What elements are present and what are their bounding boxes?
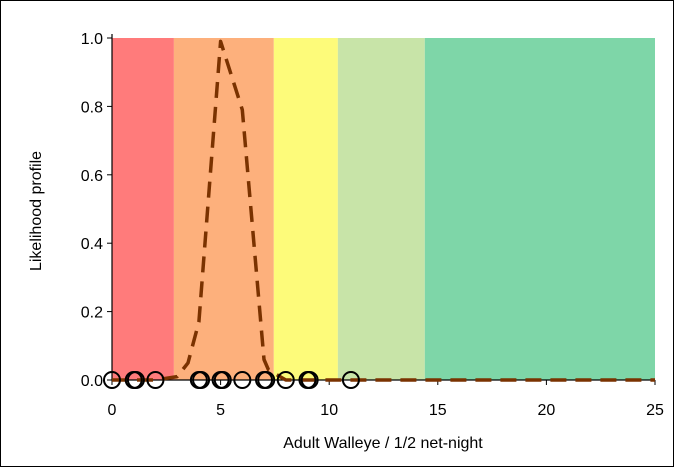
observation-point bbox=[192, 371, 211, 389]
y-axis-title: Likelihood profile bbox=[28, 151, 45, 271]
observation-point bbox=[233, 371, 252, 389]
observation-points bbox=[103, 371, 360, 389]
observation-point bbox=[103, 371, 121, 389]
observation-point bbox=[300, 371, 319, 389]
y-tick-label: 0.2 bbox=[81, 305, 103, 322]
band-2 bbox=[273, 38, 338, 380]
observation-point bbox=[341, 371, 360, 389]
x-tick-label: 15 bbox=[429, 402, 447, 419]
x-tick-label: 0 bbox=[108, 402, 117, 419]
y-tick-label: 1.0 bbox=[81, 31, 103, 48]
x-tick-label: 10 bbox=[320, 402, 338, 419]
x-axis-title: Adult Walleye / 1/2 net-night bbox=[283, 435, 483, 452]
observation-point bbox=[257, 371, 276, 389]
likelihood-line-0 bbox=[112, 39, 655, 382]
management-bands bbox=[112, 38, 655, 380]
y-tick-label: 0.0 bbox=[81, 373, 103, 390]
x-tick-label: 5 bbox=[216, 402, 225, 419]
band-1 bbox=[173, 38, 274, 380]
observation-point bbox=[276, 371, 295, 389]
y-tick-label: 0.4 bbox=[81, 236, 103, 253]
y-tick-label: 0.6 bbox=[81, 168, 103, 185]
x-tick-label: 25 bbox=[646, 402, 664, 419]
band-3 bbox=[337, 38, 425, 380]
tick-labels: 0.0 0.2 0.4 0.6 0.8 1.0 0 5 10 15 20 25 bbox=[81, 31, 664, 419]
band-4 bbox=[424, 38, 655, 380]
observation-point bbox=[213, 371, 232, 389]
band-0 bbox=[112, 38, 174, 380]
y-tick-label: 0.8 bbox=[81, 99, 103, 116]
observation-point bbox=[126, 371, 145, 389]
observation-point bbox=[146, 371, 165, 389]
series-layer bbox=[112, 39, 655, 382]
x-tick-label: 20 bbox=[538, 402, 556, 419]
